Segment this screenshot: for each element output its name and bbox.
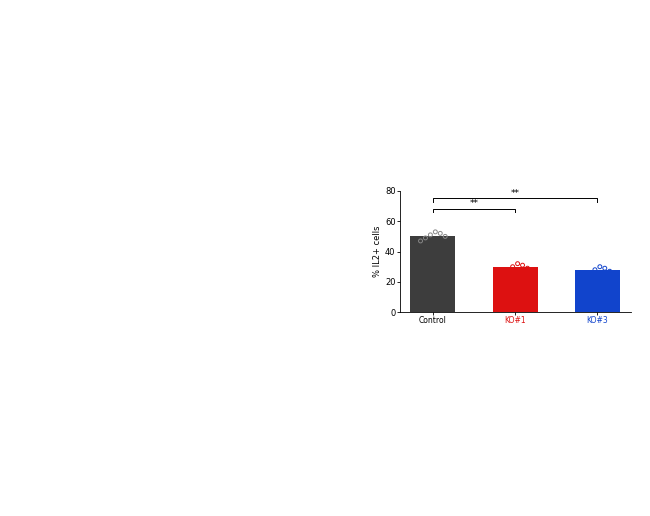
Text: **: ** (511, 189, 519, 198)
Point (512, 260, 523, 268)
Point (595, 263, 605, 271)
Bar (575, 270, 620, 312)
Point (502, 266, 513, 274)
Point (599, 264, 610, 272)
Point (498, 270, 508, 279)
Bar (410, 236, 456, 312)
Bar (493, 267, 538, 312)
Point (580, 271, 590, 280)
Point (415, 237, 426, 245)
Point (435, 229, 445, 237)
Text: **: ** (469, 199, 478, 208)
Point (430, 228, 441, 236)
Point (585, 269, 595, 277)
Point (508, 263, 518, 271)
Point (604, 267, 615, 276)
Point (522, 264, 532, 272)
Point (425, 231, 436, 239)
Point (421, 234, 431, 242)
Point (590, 266, 600, 274)
Point (440, 232, 450, 240)
Y-axis label: % IL2+ cells: % IL2+ cells (373, 226, 382, 277)
Point (517, 261, 528, 269)
